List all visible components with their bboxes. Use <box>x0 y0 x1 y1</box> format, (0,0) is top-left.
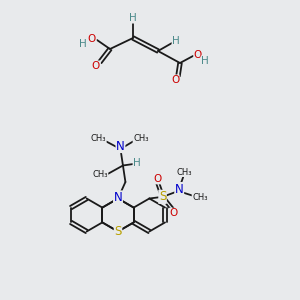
Text: S: S <box>114 225 122 238</box>
Text: N: N <box>116 140 125 152</box>
Text: O: O <box>154 174 162 184</box>
Text: O: O <box>92 61 100 71</box>
Text: O: O <box>88 34 96 44</box>
Text: CH₃: CH₃ <box>176 167 192 176</box>
Text: O: O <box>194 50 202 60</box>
Text: CH₃: CH₃ <box>92 170 108 179</box>
Text: H: H <box>201 56 209 66</box>
Text: O: O <box>169 208 178 218</box>
Text: H: H <box>79 39 87 49</box>
Text: S: S <box>159 190 166 203</box>
Text: CH₃: CH₃ <box>192 193 208 202</box>
Text: H: H <box>129 13 137 23</box>
Text: N: N <box>175 183 184 196</box>
Text: H: H <box>172 36 180 46</box>
Text: CH₃: CH₃ <box>91 134 106 143</box>
Text: O: O <box>171 75 179 85</box>
Text: CH₃: CH₃ <box>133 134 148 143</box>
Text: N: N <box>114 191 122 204</box>
Text: H: H <box>133 158 141 168</box>
